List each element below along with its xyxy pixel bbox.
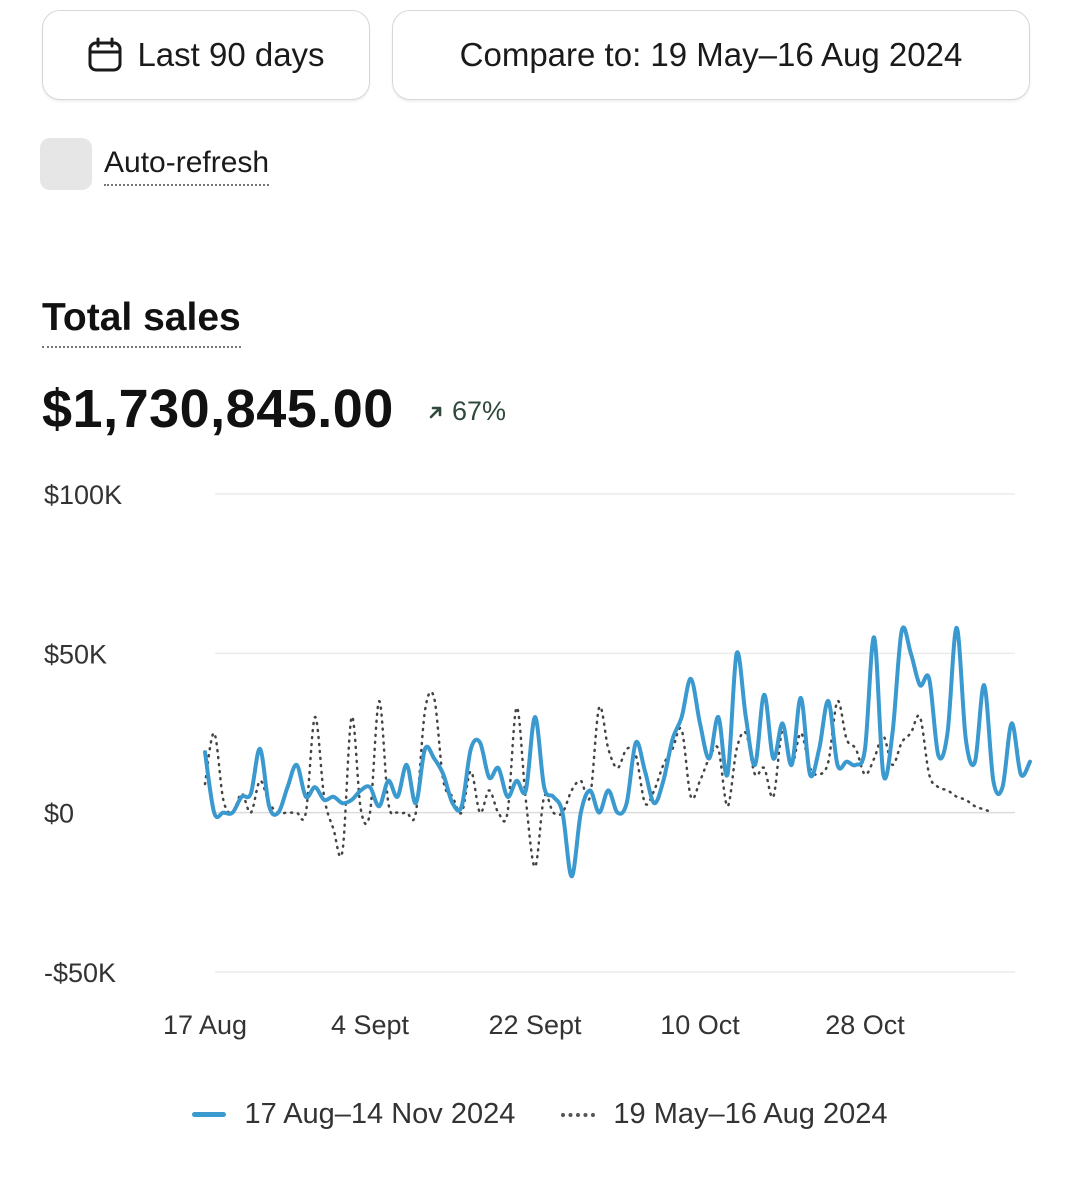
x-tick-label: 4 Sept [331, 1010, 410, 1040]
compare-to-button[interactable]: Compare to: 19 May–16 Aug 2024 [392, 10, 1030, 100]
x-tick-label: 17 Aug [163, 1010, 247, 1040]
x-tick-label: 28 Oct [825, 1010, 905, 1040]
auto-refresh-toggle[interactable]: Auto-refresh [40, 138, 270, 190]
legend-item-previous[interactable]: 19 May–16 Aug 2024 [561, 1098, 888, 1131]
auto-refresh-checkbox[interactable] [40, 138, 92, 190]
change-badge: 67% [426, 396, 506, 427]
arrow-up-right-icon [429, 406, 442, 418]
metric-title[interactable]: Total sales [42, 296, 241, 348]
y-tick-label: $0 [44, 799, 74, 829]
legend-label-current: 17 Aug–14 Nov 2024 [244, 1098, 516, 1130]
sales-chart: $100K $50K $0 -$50K 17 Aug 4 Sept 22 Sept 10 Oc… [44, 480, 1032, 1040]
legend-item-current[interactable]: 17 Aug–14 Nov 2024 [192, 1098, 515, 1131]
compare-label: Compare to: 19 May–16 Aug 2024 [459, 36, 963, 73]
legend-label-previous: 19 May–16 Aug 2024 [613, 1098, 888, 1130]
metric-value: $1,730,845.00 [42, 379, 394, 439]
x-tick-label: 22 Sept [488, 1010, 582, 1040]
y-tick-label: $50K [44, 639, 107, 669]
chart-legend: 17 Aug–14 Nov 2024 19 May–16 Aug 2024 [0, 1098, 1080, 1131]
series-line-previous [203, 690, 995, 869]
change-value: 67% [452, 396, 507, 426]
series-line-current [203, 625, 1032, 879]
legend-dotted-swatch [561, 1112, 596, 1117]
y-tick-label: -$50K [44, 958, 116, 988]
date-range-button[interactable]: Last 90 days [42, 10, 370, 100]
auto-refresh-label: Auto-refresh [104, 146, 270, 186]
legend-solid-swatch [192, 1112, 227, 1117]
date-range-label: Last 90 days [137, 36, 325, 73]
calendar-icon [88, 37, 122, 72]
x-tick-label: 10 Oct [660, 1010, 740, 1040]
y-tick-label: $100K [44, 480, 122, 510]
